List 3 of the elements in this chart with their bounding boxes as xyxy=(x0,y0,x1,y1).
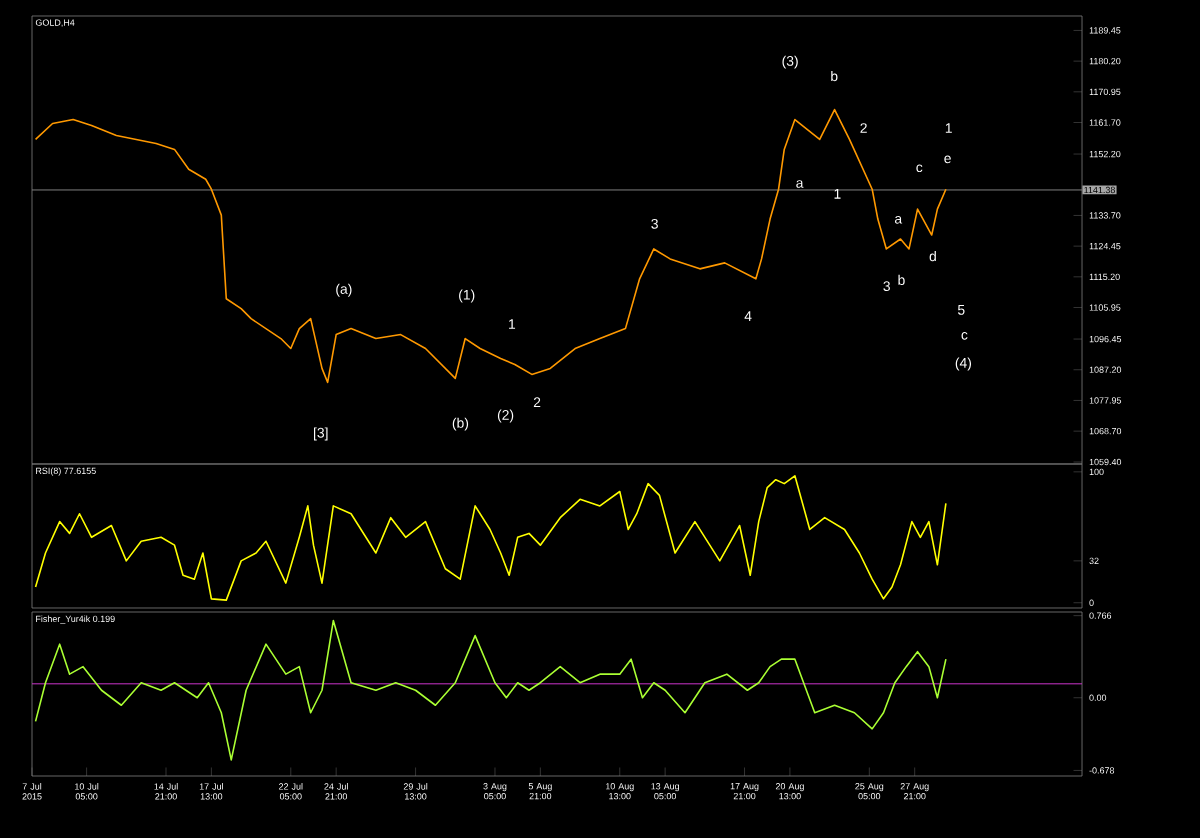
line-series xyxy=(34,474,947,601)
line-series xyxy=(34,619,947,761)
line-series xyxy=(34,108,947,384)
